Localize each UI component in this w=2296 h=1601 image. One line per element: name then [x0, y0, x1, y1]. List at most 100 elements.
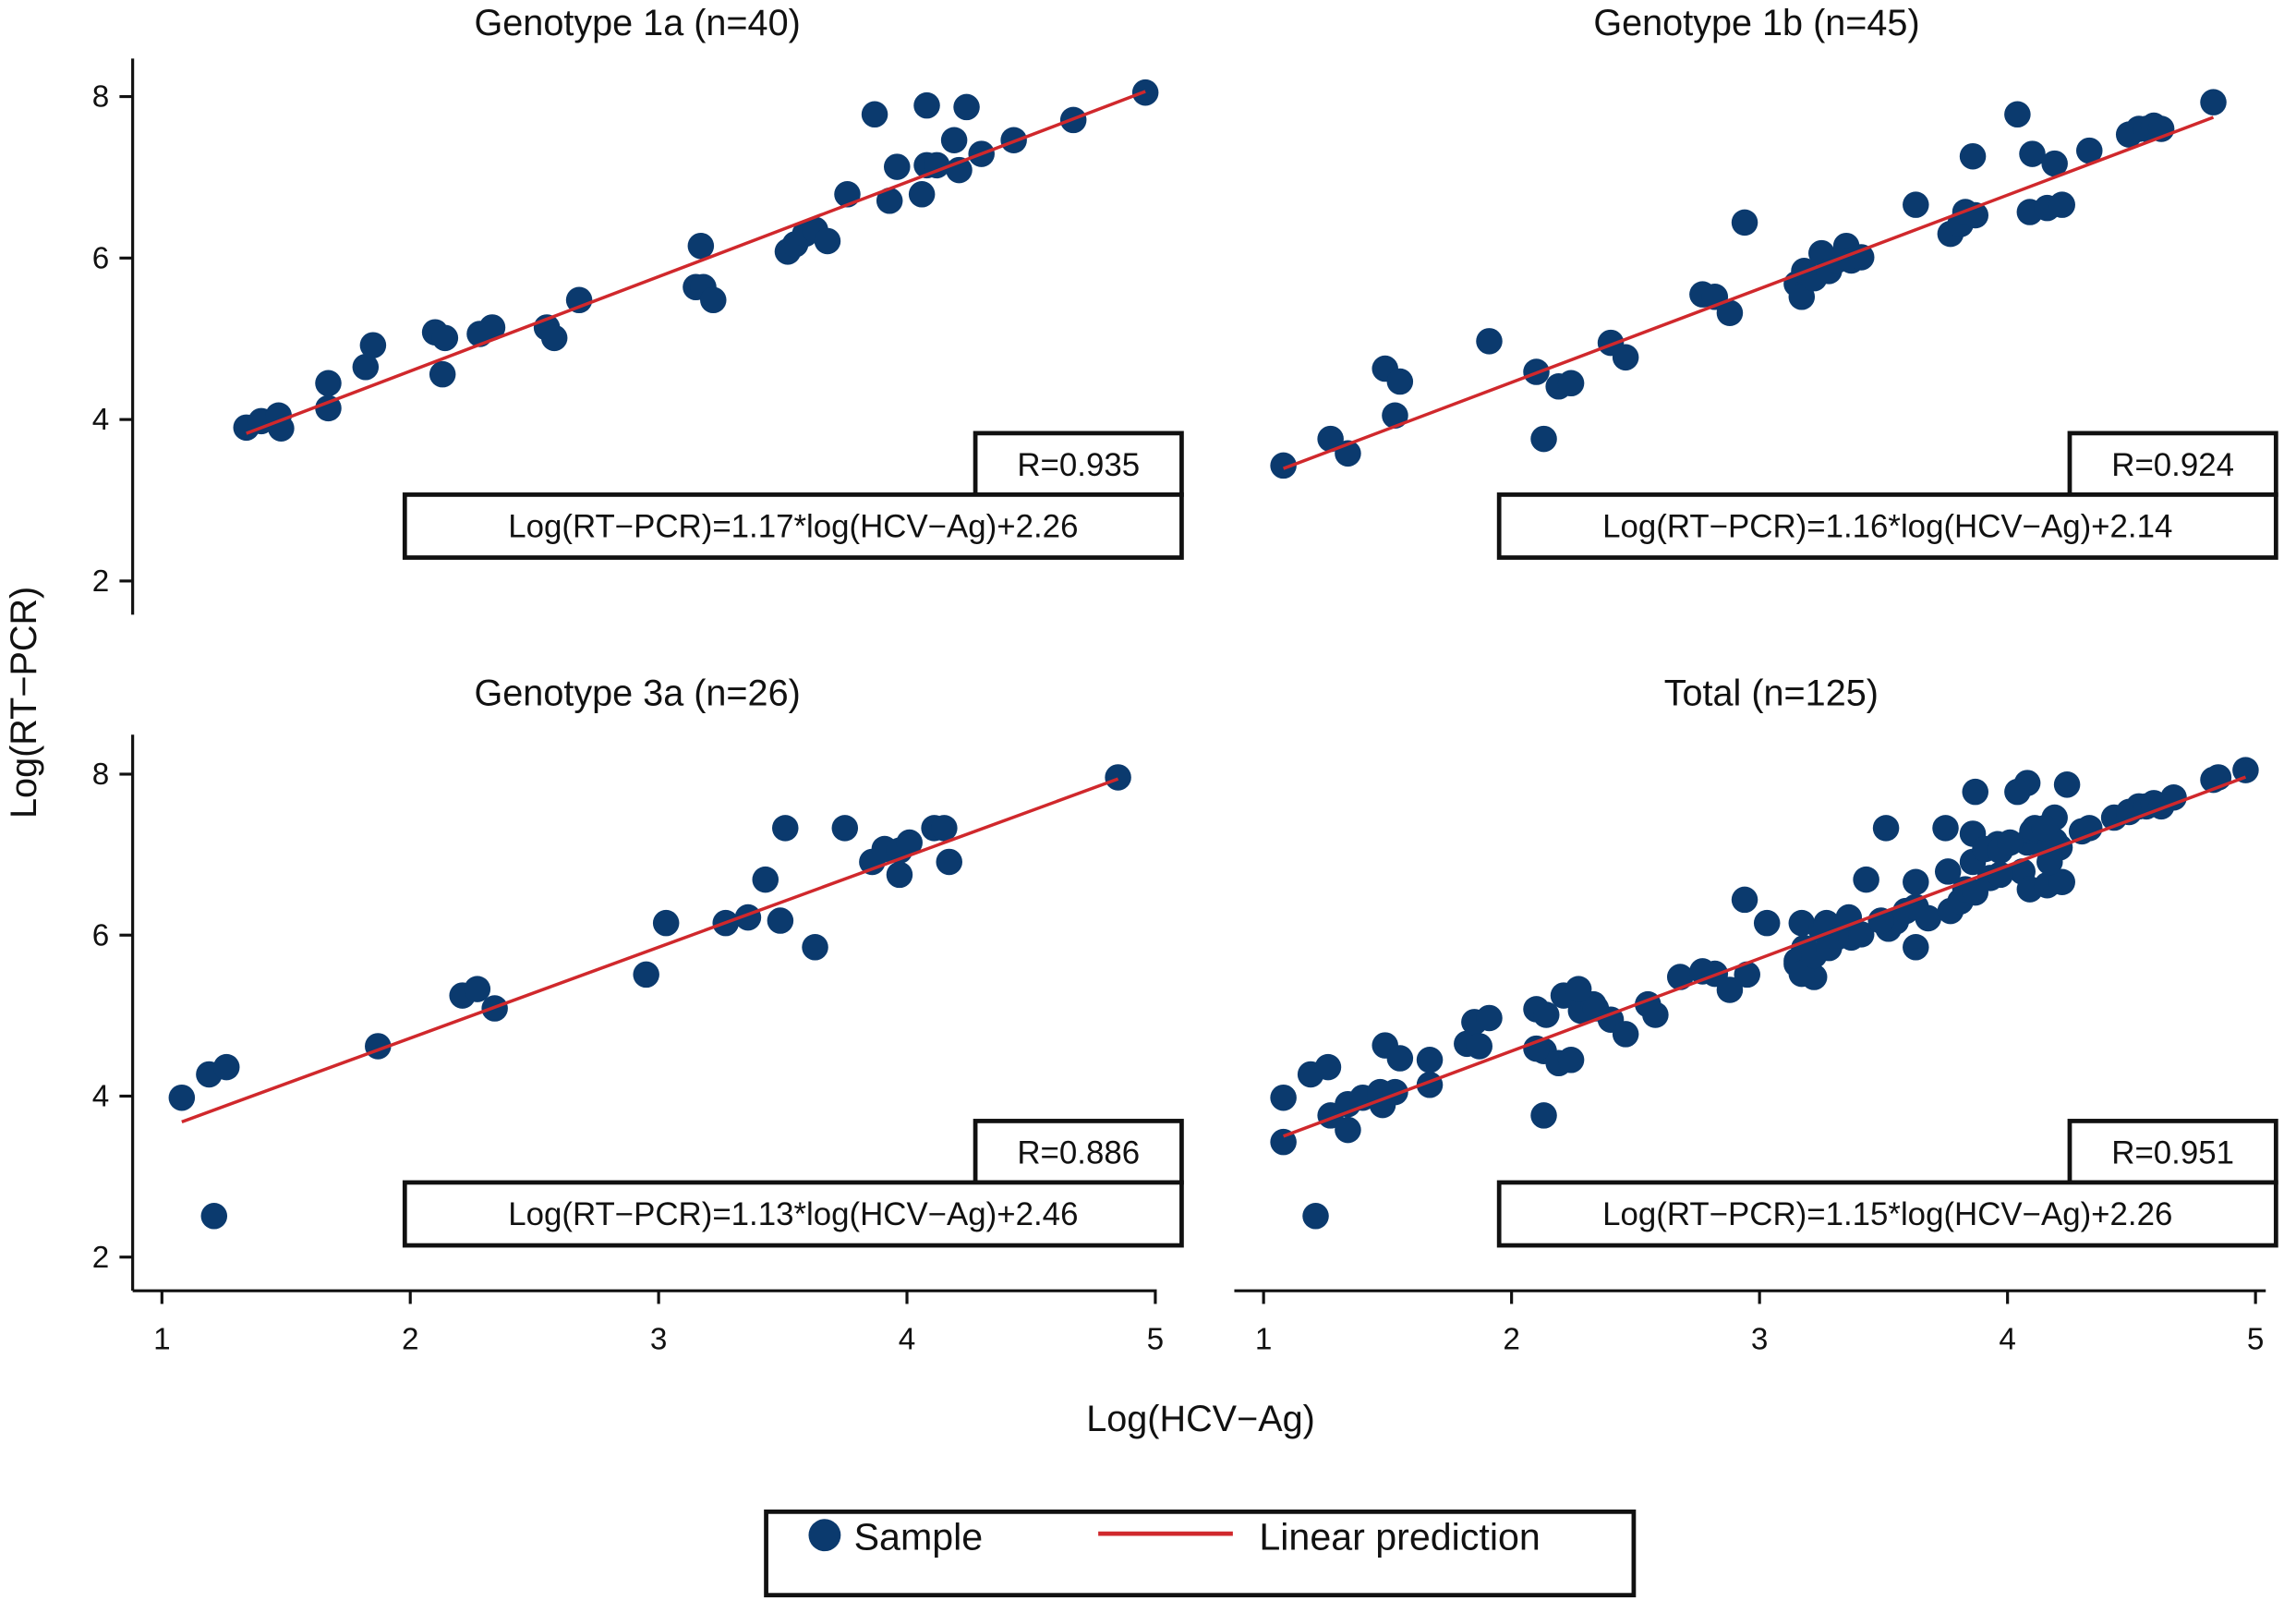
x-tick-label: 3	[1751, 1323, 1769, 1357]
sample-point	[464, 976, 491, 1002]
panel-1: Genotype 1a (n=40) 2 4 6 8 R=0.935 Log(RT−PCR)…	[92, 3, 1184, 615]
sample-point	[814, 227, 841, 255]
sample-point	[212, 1053, 240, 1081]
equation-box	[1496, 1180, 2278, 1248]
y-tick-label: 2	[92, 1241, 110, 1275]
sample-point	[767, 907, 794, 934]
sample-point	[700, 286, 727, 314]
y-tick-label: 8	[92, 758, 110, 792]
sample-point	[940, 127, 968, 153]
sample-point	[1532, 1001, 1560, 1028]
sample-point	[1302, 1203, 1329, 1230]
sample-point	[2053, 771, 2081, 798]
equation-label: Log(RT−PCR)=1.17*log(HCV−Ag)+2.26	[508, 508, 1078, 544]
sample-point	[1530, 425, 1557, 453]
sample-point	[1962, 778, 1989, 806]
sample-point	[936, 848, 962, 876]
y-axis-label: Log(RT−PCR)	[4, 587, 44, 819]
legend-line-label: Linear prediction	[1259, 1516, 1540, 1559]
sample-point	[1557, 370, 1585, 397]
sample-point	[1270, 1084, 1297, 1111]
sample-point	[752, 866, 779, 893]
sample-point	[1997, 829, 2024, 856]
sample-point	[1716, 976, 1744, 1003]
y-tick-label: 4	[92, 1080, 110, 1114]
y-tick-label: 6	[92, 241, 110, 275]
sample-point	[861, 101, 888, 128]
sample-point	[931, 815, 958, 842]
x-tick-label: 2	[1503, 1323, 1520, 1357]
sample-point	[315, 394, 342, 422]
sample-point	[2076, 815, 2103, 842]
sample-point	[2031, 815, 2059, 842]
sample-point	[772, 815, 799, 842]
panel-4: Total (n=125) 1 2 3 4 5 R=0.951 Log(RT−PCR)=1.1…	[1234, 673, 2278, 1357]
sample-point	[2232, 757, 2259, 783]
y-tick-label: 8	[92, 80, 110, 115]
linear-prediction-line	[246, 90, 1146, 435]
r-value-box	[973, 1119, 1184, 1185]
panel-title: Total (n=125)	[1664, 673, 1879, 714]
sample-point	[2048, 191, 2075, 218]
equation-label: Log(RT−PCR)=1.15*log(HCV−Ag)+2.26	[1602, 1196, 2172, 1232]
equation-label: Log(RT−PCR)=1.13*log(HCV−Ag)+2.46	[508, 1196, 1078, 1232]
x-tick-label: 4	[899, 1323, 916, 1357]
sample-point	[1466, 1033, 1492, 1060]
x-tick-label: 4	[1999, 1323, 2016, 1357]
sample-point	[1853, 866, 1879, 893]
legend: Sample Linear prediction	[764, 1509, 1637, 1598]
panel-title: Genotype 1b (n=45)	[1593, 3, 1919, 43]
sample-point	[1959, 142, 1987, 170]
sample-point	[1523, 1035, 1550, 1062]
sample-point	[1386, 368, 1414, 395]
sample-point	[1903, 191, 1929, 218]
r-value-box	[2067, 1119, 2278, 1185]
sample-point	[2076, 137, 2103, 164]
sample-point	[1565, 976, 1592, 1002]
sample-point	[1788, 909, 1816, 937]
sample-point	[1734, 961, 1760, 988]
sample-point	[540, 324, 568, 352]
sample-point	[1903, 868, 1929, 895]
sample-point	[168, 1084, 196, 1111]
r-value-label: R=0.935	[1017, 447, 1140, 483]
x-tick-label: 5	[2247, 1323, 2265, 1357]
sample-point	[1530, 1102, 1557, 1129]
r-value-label: R=0.951	[2111, 1134, 2234, 1170]
y-tick-label: 4	[92, 403, 110, 437]
sample-point	[1753, 909, 1781, 937]
x-tick-label: 2	[402, 1323, 419, 1357]
sample-point	[886, 861, 913, 889]
sample-point	[953, 93, 980, 121]
sample-point	[2200, 89, 2227, 115]
r-value-box	[973, 431, 1184, 497]
sample-point	[478, 314, 506, 341]
sample-point	[1731, 209, 1758, 237]
sample-point	[2147, 793, 2175, 820]
sample-point	[1416, 1047, 1444, 1073]
panel-title: Genotype 3a (n=26)	[475, 673, 801, 714]
y-tick-label: 6	[92, 918, 110, 952]
sample-point	[1932, 815, 1959, 842]
sample-point	[1903, 934, 1929, 961]
sample-point	[1872, 815, 1900, 842]
linear-prediction-line	[1283, 115, 2215, 470]
sample-point	[1612, 344, 1639, 371]
sample-point	[2041, 150, 2068, 177]
sample-point	[652, 909, 680, 937]
linear-prediction-line	[181, 777, 1119, 1123]
sample-point	[2004, 101, 2031, 128]
sample-point	[2048, 868, 2075, 895]
sample-point	[1716, 299, 1744, 327]
sample-point	[200, 1203, 228, 1230]
sample-point	[896, 829, 923, 856]
equation-label: Log(RT−PCR)=1.16*log(HCV−Ag)+2.14	[1602, 508, 2172, 544]
panel-2: Genotype 1b (n=45) R=0.924 Log(RT−PCR)=1.1…	[1270, 3, 2278, 560]
sample-point	[687, 232, 715, 260]
equation-box	[402, 492, 1184, 560]
x-tick-label: 1	[153, 1323, 171, 1357]
sample-point	[1962, 879, 1989, 906]
sample-point	[1612, 1021, 1639, 1048]
sample-point	[431, 324, 459, 352]
